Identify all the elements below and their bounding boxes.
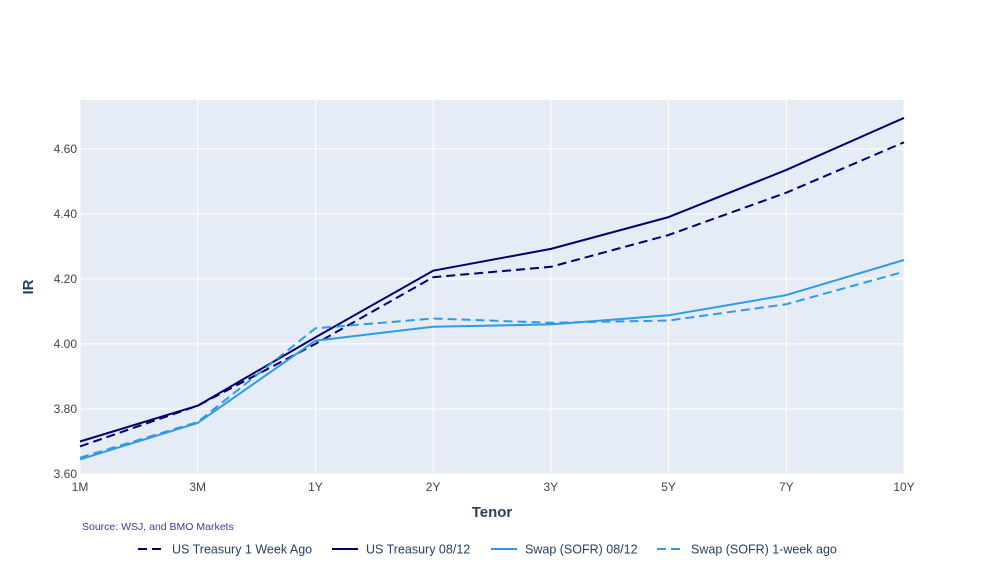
x-tick-label: 1M	[72, 480, 89, 494]
x-axis-title: Tenor	[472, 504, 513, 521]
plot-area	[80, 100, 904, 474]
series-lines	[79, 116, 905, 461]
y-tick-label: 4.40	[54, 207, 78, 221]
y-axis-title: IR	[20, 279, 37, 294]
legend-label: Swap (SOFR) 1-week ago	[691, 543, 837, 557]
y-tick-label: 4.00	[54, 337, 78, 351]
series-line	[79, 116, 905, 443]
legend-label: US Treasury 08/12	[366, 543, 470, 557]
x-tick-labels: 1M 3M 1Y 2Y 3Y 5Y 7Y 10Y	[72, 480, 915, 494]
x-tick-label: 2Y	[426, 480, 441, 494]
source-note: Source: WSJ, and BMO Markets	[82, 521, 234, 533]
series-line	[79, 259, 905, 461]
x-tick-label: 1Y	[308, 480, 323, 494]
y-tick-label: 4.20	[54, 272, 78, 286]
legend-label: Swap (SOFR) 08/12	[525, 543, 638, 557]
x-tick-label: 3Y	[544, 480, 559, 494]
x-tick-label: 3M	[189, 480, 206, 494]
x-tick-label: 10Y	[893, 480, 914, 494]
y-tick-labels: 3.60 3.80 4.00 4.20 4.40 4.60	[54, 142, 78, 481]
y-gridlines	[80, 148, 904, 475]
legend: US Treasury 1 Week Ago US Treasury 08/12 S…	[138, 543, 837, 557]
x-gridlines	[79, 100, 905, 474]
series-line	[79, 270, 905, 459]
legend-label: US Treasury 1 Week Ago	[172, 543, 312, 557]
x-tick-label: 7Y	[779, 480, 794, 494]
y-tick-label: 3.80	[54, 402, 78, 416]
y-tick-label: 3.60	[54, 467, 78, 481]
y-tick-label: 4.60	[54, 142, 78, 156]
x-tick-label: 5Y	[661, 480, 676, 494]
